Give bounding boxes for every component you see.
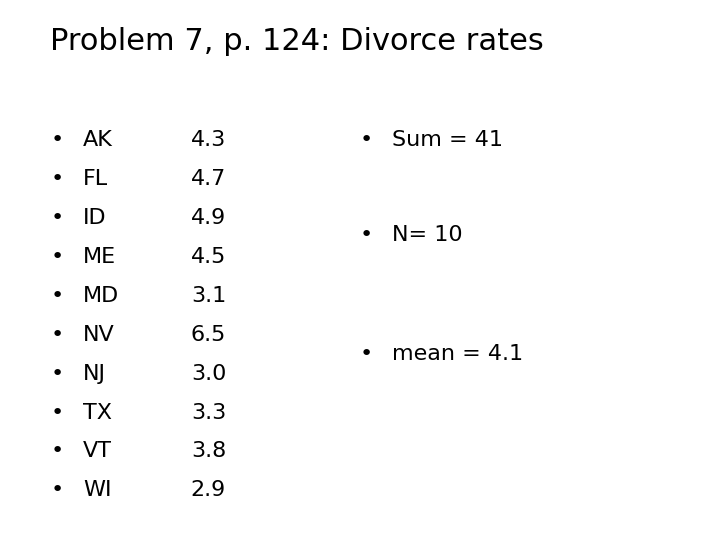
Text: FL: FL (83, 169, 108, 190)
Text: •: • (50, 286, 63, 306)
Text: ID: ID (83, 208, 107, 228)
Text: NJ: NJ (83, 363, 106, 384)
Text: •: • (50, 402, 63, 423)
Text: 2.9: 2.9 (191, 480, 226, 501)
Text: mean = 4.1: mean = 4.1 (392, 343, 523, 364)
Text: 4.5: 4.5 (191, 247, 226, 267)
Text: 3.0: 3.0 (191, 363, 226, 384)
Text: WI: WI (83, 480, 112, 501)
Text: •: • (50, 325, 63, 345)
Text: •: • (50, 208, 63, 228)
Text: TX: TX (83, 402, 112, 423)
Text: Problem 7, p. 124: Divorce rates: Problem 7, p. 124: Divorce rates (50, 27, 544, 56)
Text: •: • (360, 130, 373, 151)
Text: AK: AK (83, 130, 112, 151)
Text: Sum = 41: Sum = 41 (392, 130, 503, 151)
Text: 6.5: 6.5 (191, 325, 226, 345)
Text: 4.9: 4.9 (191, 208, 226, 228)
Text: •: • (360, 225, 373, 245)
Text: •: • (50, 363, 63, 384)
Text: 3.3: 3.3 (191, 402, 226, 423)
Text: •: • (360, 343, 373, 364)
Text: 3.1: 3.1 (191, 286, 226, 306)
Text: ME: ME (83, 247, 116, 267)
Text: 3.8: 3.8 (191, 441, 226, 462)
Text: •: • (50, 441, 63, 462)
Text: •: • (50, 169, 63, 190)
Text: •: • (50, 247, 63, 267)
Text: 4.3: 4.3 (191, 130, 226, 151)
Text: N= 10: N= 10 (392, 225, 463, 245)
Text: •: • (50, 480, 63, 501)
Text: 4.7: 4.7 (191, 169, 226, 190)
Text: NV: NV (83, 325, 114, 345)
Text: •: • (50, 130, 63, 151)
Text: MD: MD (83, 286, 119, 306)
Text: VT: VT (83, 441, 112, 462)
